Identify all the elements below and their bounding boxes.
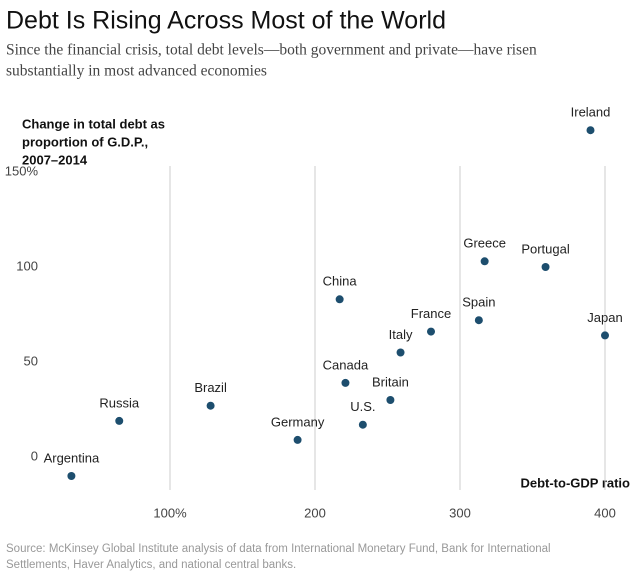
point-label: France	[411, 306, 451, 321]
x-tick-label: 100%	[153, 505, 187, 520]
point-label: Italy	[389, 327, 413, 342]
chart-title: Debt Is Rising Across Most of the World	[6, 7, 446, 35]
source-line: Settlements, Haver Analytics, and nation…	[6, 559, 296, 571]
point	[601, 331, 609, 340]
point	[115, 416, 124, 425]
y-axis-title: proportion of G.D.P.,	[22, 134, 148, 149]
point-label: Britain	[372, 374, 409, 389]
point	[541, 263, 550, 271]
y-tick-label: 100	[16, 258, 38, 273]
point	[586, 126, 595, 135]
point-label: U.S.	[350, 399, 375, 414]
point	[335, 295, 344, 304]
y-tick-label: 150%	[5, 163, 39, 178]
point-label: Germany	[271, 414, 325, 429]
point-label: Ireland	[571, 105, 611, 120]
subtitle-line: Since the financial crisis, total debt l…	[6, 42, 537, 59]
point	[358, 420, 367, 429]
point-label: China	[323, 274, 358, 289]
source-line: Source: McKinsey Global Institute analys…	[6, 543, 551, 555]
point	[480, 257, 489, 266]
point-label: Greece	[463, 236, 506, 251]
point-label: Canada	[323, 357, 369, 372]
x-tick-label: 400	[594, 505, 616, 520]
point	[341, 378, 350, 387]
point	[206, 401, 215, 410]
point	[396, 348, 405, 357]
point	[67, 472, 76, 480]
x-tick-label: 300	[449, 505, 471, 520]
x-tick-label: 200	[304, 505, 326, 520]
point	[427, 327, 435, 336]
x-axis-title: Debt-to-GDP ratio	[520, 475, 630, 490]
point	[474, 316, 483, 325]
point-label: Japan	[587, 310, 622, 325]
subtitle-line: substantially in most advanced economies	[6, 63, 267, 80]
y-axis-title: Change in total debt as	[22, 116, 165, 131]
point-label: Russia	[99, 395, 140, 410]
y-axis-title: 2007–2014	[22, 152, 88, 167]
point-label: Argentina	[44, 450, 100, 465]
point-label: Portugal	[521, 241, 570, 256]
point-label: Spain	[462, 295, 495, 310]
point	[386, 396, 395, 404]
y-tick-label: 0	[31, 448, 38, 463]
point-label: Brazil	[194, 380, 227, 395]
point	[293, 435, 302, 444]
y-tick-label: 50	[24, 353, 38, 368]
